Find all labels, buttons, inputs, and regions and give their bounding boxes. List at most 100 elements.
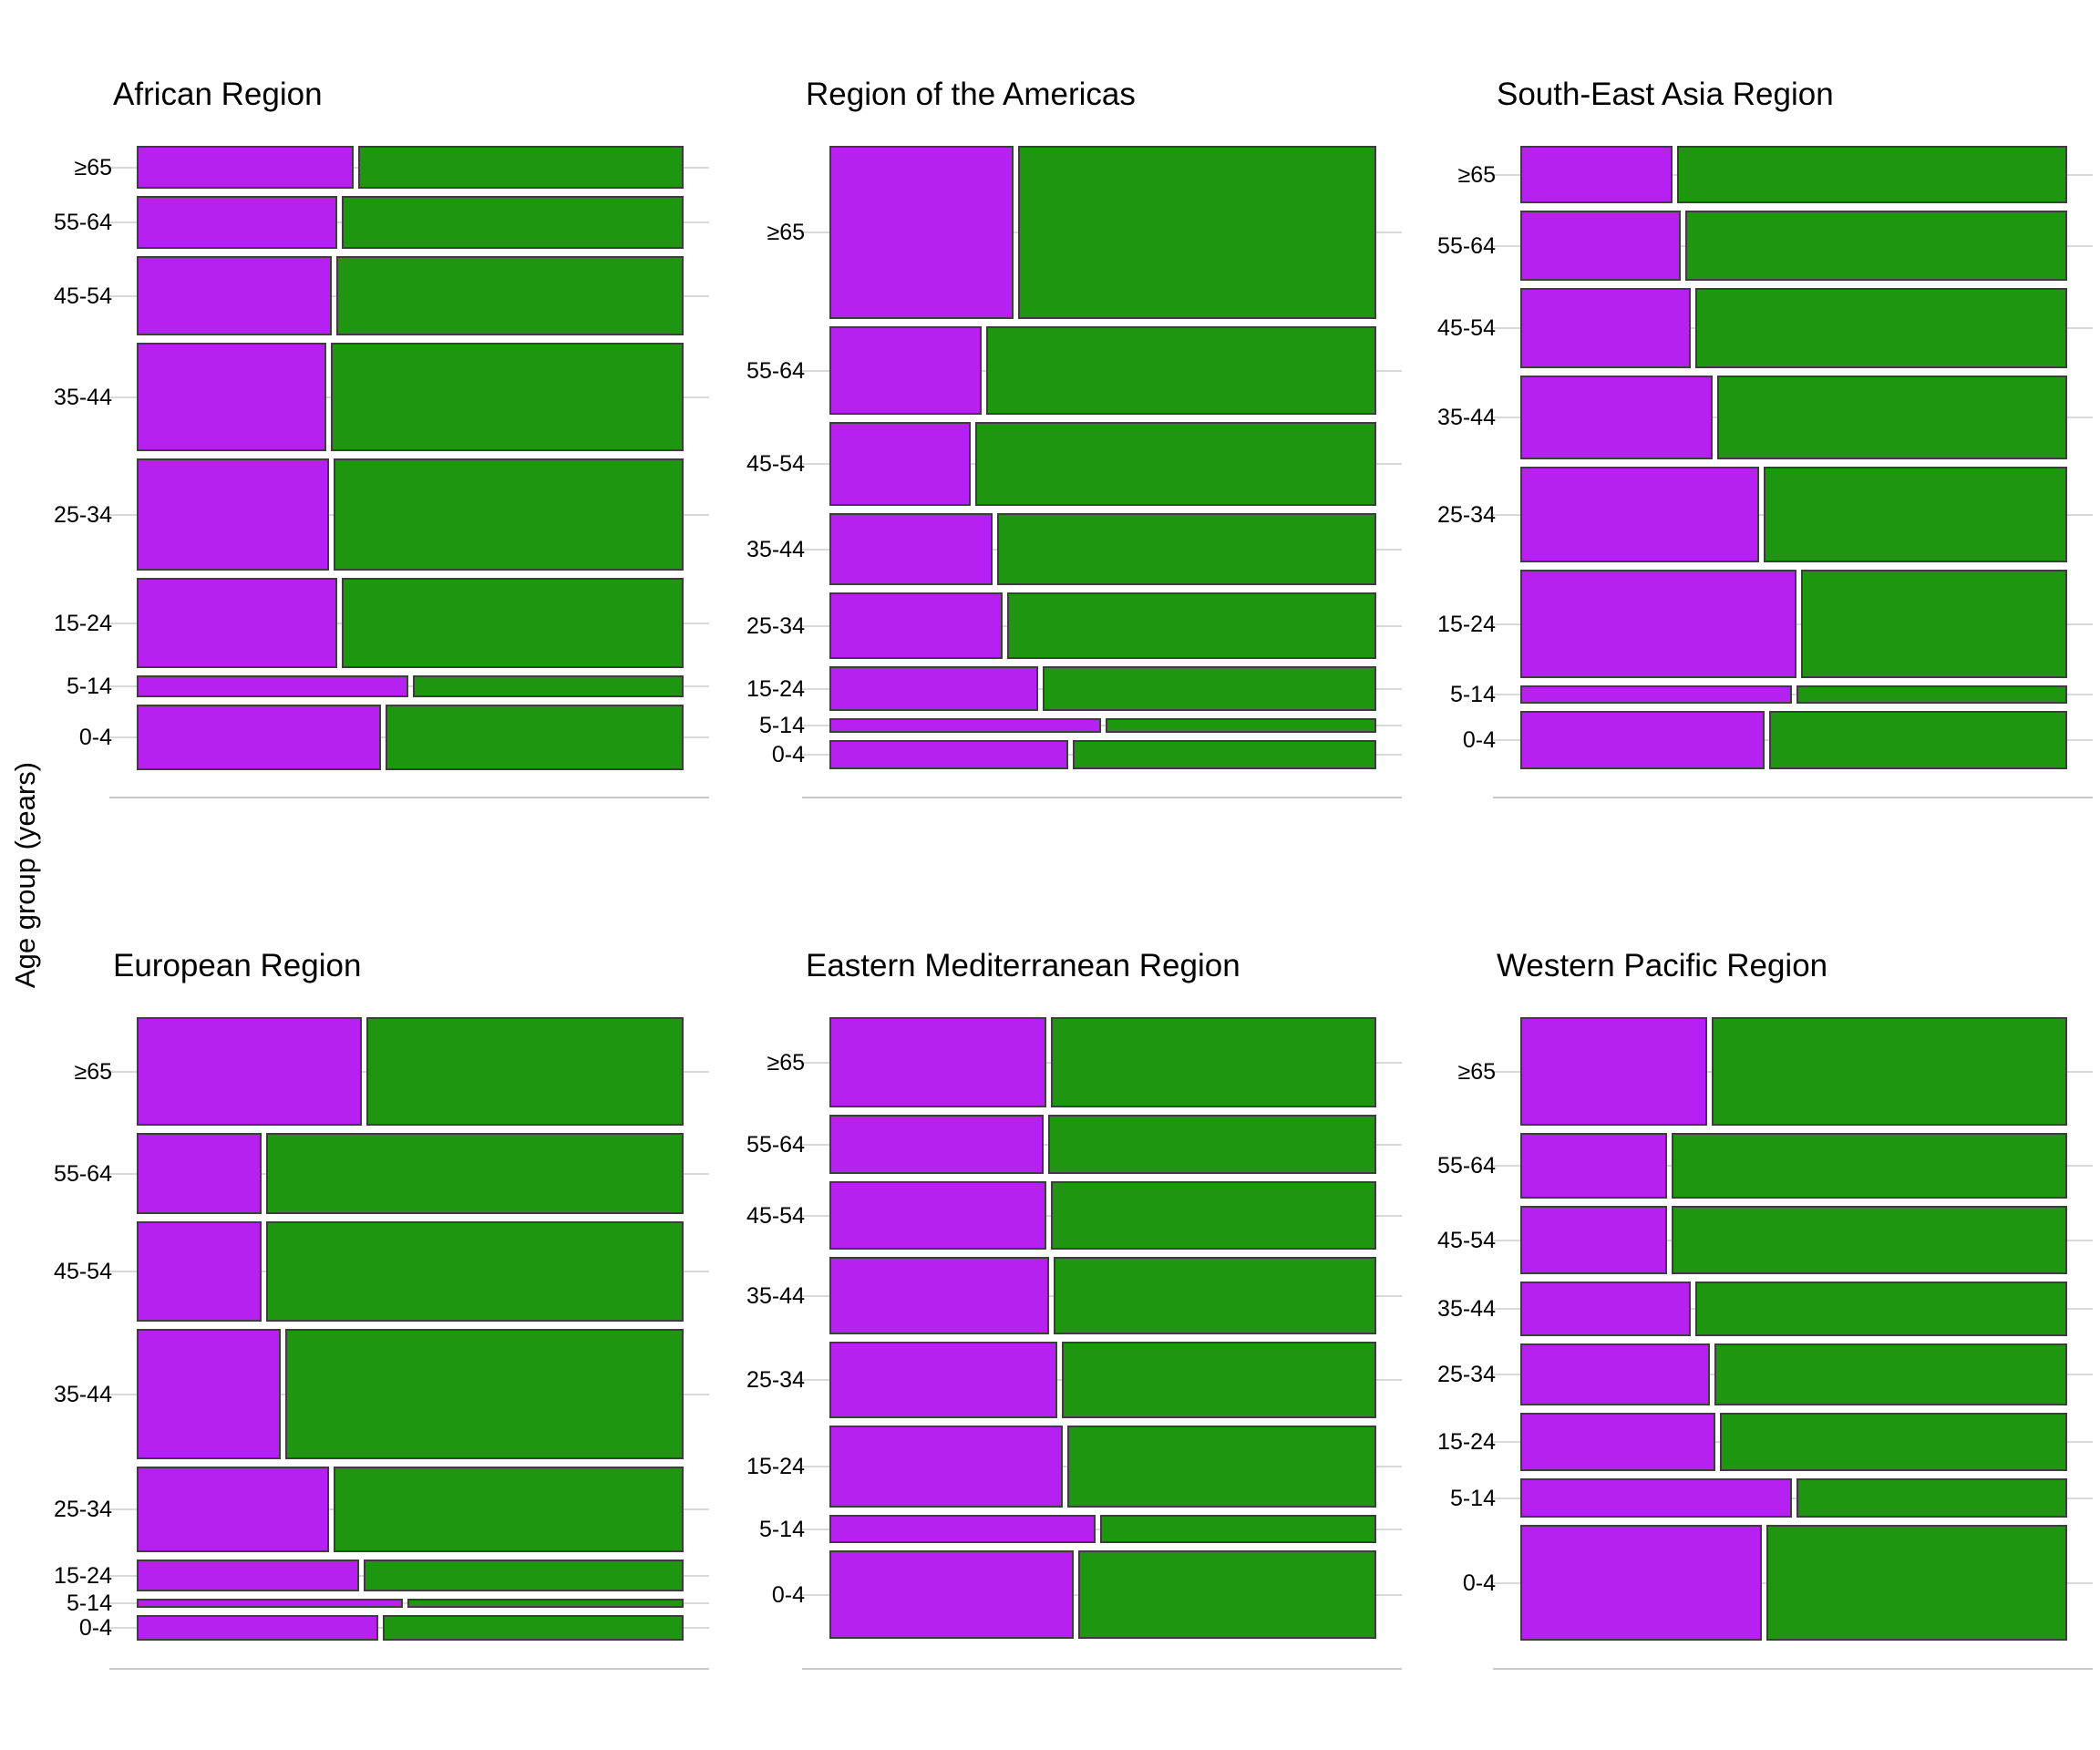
segment-purple: [1520, 1413, 1715, 1471]
age-tick-label: 35-44: [54, 1381, 112, 1407]
x-axis-line: [802, 797, 1402, 798]
age-tick-label: 15-24: [1437, 1429, 1496, 1455]
age-tick-label: 0-4: [771, 742, 805, 767]
gridline: [1493, 694, 2093, 695]
panel-western-pacific-region: Western Pacific Region ≥65 55-64 45-54 35-44…: [1437, 948, 2093, 1670]
segment-green: [1051, 1017, 1376, 1107]
segment-green: [1048, 1115, 1376, 1174]
segment-green: [285, 1329, 684, 1459]
mosaic-row-1524: [829, 1426, 1376, 1508]
segment-green: [1766, 1525, 2067, 1641]
panel-south-east-asia-region: South-East Asia Region ≥65 55-64 45-54 35-44…: [1437, 77, 2093, 798]
age-tick-label: 0-4: [1462, 1570, 1496, 1596]
age-tick-label: 25-34: [1437, 1362, 1496, 1387]
segment-green: [1695, 1282, 2067, 1336]
segment-purple: [1520, 1525, 1762, 1641]
segment-purple: [829, 326, 982, 415]
segment-green: [342, 196, 684, 249]
segment-green: [1043, 666, 1376, 711]
age-tick-label: ≥65: [74, 154, 112, 180]
mosaic-row-1524: [1520, 1413, 2067, 1471]
x-axis-line: [802, 1668, 1402, 1670]
segment-green: [1007, 592, 1376, 659]
segment-green: [266, 1133, 684, 1214]
age-tick-label: 15-24: [746, 675, 805, 702]
mosaic-row-5564: [829, 1115, 1376, 1174]
age-tick-label: 55-64: [54, 1160, 112, 1187]
mosaic-row-3544: [829, 513, 1376, 585]
segment-green: [1720, 1413, 2067, 1471]
age-tick-label: 55-64: [746, 357, 805, 384]
segment-green: [407, 1599, 684, 1608]
segment-purple: [137, 256, 332, 335]
segment-purple: [137, 578, 337, 668]
segment-purple: [829, 666, 1038, 711]
mosaic-row-4554: [137, 1221, 684, 1322]
mosaic-row-3544: [137, 1329, 684, 1459]
segment-purple: [829, 1115, 1044, 1174]
segment-green: [413, 675, 684, 697]
segment-purple: [829, 1017, 1046, 1107]
age-tick-label: 45-54: [746, 451, 805, 477]
segment-green: [1764, 467, 2067, 562]
age-tick-label: 5-14: [758, 1516, 805, 1542]
panel-title: Region of the Americas: [806, 77, 1136, 112]
segment-green: [366, 1017, 684, 1126]
segment-purple: [1520, 146, 1673, 203]
segment-purple: [1520, 1343, 1710, 1405]
panel-title: African Region: [113, 77, 323, 112]
segment-purple: [137, 196, 337, 249]
segment-purple: [1520, 376, 1713, 459]
panel-title: Western Pacific Region: [1497, 948, 1828, 983]
panel-region-of-the-americas: Region of the Americas ≥65 55-64 45-54 35-44…: [746, 77, 1402, 798]
panel-african-region: African Region ≥65 55-64 45-54 35-44 25-34 15-…: [54, 77, 709, 798]
segment-green: [1796, 1478, 2067, 1518]
segment-green: [266, 1221, 684, 1322]
age-tick-label: ≥65: [1457, 161, 1496, 188]
age-tick-label: 0-4: [78, 725, 112, 750]
age-tick-label: ≥65: [767, 1049, 805, 1076]
mosaic-row-5564: [1520, 211, 2067, 281]
segment-purple: [829, 1550, 1074, 1639]
mosaic-row-04: [1520, 1525, 2067, 1641]
segment-purple: [1520, 1133, 1667, 1199]
panel-title: Eastern Mediterranean Region: [806, 948, 1240, 983]
age-tick-label: 5-14: [1449, 1485, 1496, 1511]
mosaic-row-4554: [137, 256, 684, 335]
segment-purple: [829, 422, 971, 506]
age-tick-label: 45-54: [746, 1202, 805, 1229]
age-tick-label: 35-44: [746, 536, 805, 562]
segment-purple: [829, 592, 1003, 659]
segment-purple: [137, 1017, 362, 1126]
segment-purple: [829, 513, 993, 585]
age-tick-label: 35-44: [1437, 405, 1496, 430]
segment-purple: [1520, 570, 1796, 678]
segment-purple: [1520, 1017, 1707, 1126]
segment-green: [1672, 1206, 2067, 1274]
segment-green: [1769, 711, 2067, 769]
x-axis-line: [109, 797, 709, 798]
panel-eastern-mediterranean-region: Eastern Mediterranean Region ≥65 55-64 45-5…: [746, 948, 1402, 1670]
segment-purple: [137, 458, 329, 571]
age-tick-label: 55-64: [1437, 1153, 1496, 1179]
segment-purple: [1520, 685, 1792, 704]
age-tick-label: 15-24: [54, 1562, 112, 1589]
segment-green: [1712, 1017, 2067, 1126]
age-tick-label: 0-4: [1462, 727, 1496, 753]
mosaic-row-04: [137, 1615, 684, 1641]
segment-purple: [1520, 467, 1759, 562]
age-tick-label: 25-34: [54, 1497, 112, 1522]
age-tick-label: 15-24: [1437, 611, 1496, 637]
mosaic-row-04: [137, 705, 684, 770]
age-tick-label: 45-54: [54, 283, 112, 309]
gridline: [802, 725, 1402, 726]
segment-purple: [1520, 1206, 1667, 1274]
segment-green: [986, 326, 1376, 415]
segment-green: [334, 1467, 684, 1552]
segment-purple: [137, 705, 381, 770]
segment-purple: [137, 675, 408, 697]
mosaic-row-2534: [1520, 467, 2067, 562]
segment-green: [1100, 1515, 1376, 1543]
mosaic-row-5564: [829, 326, 1376, 415]
mosaic-row-65: [137, 1017, 684, 1126]
